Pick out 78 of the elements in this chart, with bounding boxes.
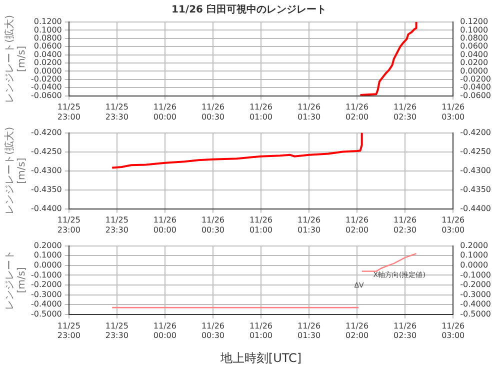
x-tick-label: 11/25 23:30 xyxy=(105,216,128,234)
y-tick-label: -0.1000 xyxy=(30,270,62,280)
y2-tick-label: -0.4350 xyxy=(460,184,492,194)
x-tick-label: 11/26 00:00 xyxy=(153,216,176,234)
y2-tick-label: 0.1000 xyxy=(460,25,488,34)
y2-tick-label: 0.0200 xyxy=(460,58,488,68)
x-tick-label: 11/26 00:00 xyxy=(153,102,176,122)
y-tick-label: 0.1000 xyxy=(34,25,62,34)
y-tick-label: 0.1000 xyxy=(34,250,62,260)
x-tick-label: 11/25 23:30 xyxy=(105,321,128,340)
y-tick-label: 0.0600 xyxy=(34,42,62,51)
y-tick-label: 0.0000 xyxy=(34,260,62,270)
x-tick-label: 11/26 03:00 xyxy=(442,102,465,122)
x-tick-label: 11/26 03:00 xyxy=(442,216,465,234)
y-tick-label: -0.5000 xyxy=(30,309,62,318)
x-axis-title: 地上時刻[UTC] xyxy=(219,350,302,365)
x-tick-label: 11/26 02:30 xyxy=(394,216,417,234)
x-tick-label: 11/26 02:30 xyxy=(394,102,417,122)
y-tick-label: -0.4250 xyxy=(30,146,62,156)
y2-tick-label: -0.0400 xyxy=(460,82,492,92)
y2-tick-label: 0.0800 xyxy=(460,33,488,42)
y-tick-label: 0.0400 xyxy=(34,50,62,59)
y-axis-title: レンジレート [m/s] xyxy=(4,250,28,310)
x-tick-label: 11/26 01:00 xyxy=(249,102,273,122)
x-tick-label: 11/26 00:30 xyxy=(201,102,224,122)
y-tick-label: -0.3000 xyxy=(30,290,62,299)
y-tick-label: 0.2000 xyxy=(34,240,62,250)
y2-tick-label: 0.0000 xyxy=(460,66,488,76)
y-tick-label: -0.4000 xyxy=(30,300,62,309)
x-tick-label: 11/25 23:00 xyxy=(57,102,80,122)
x-tick-label: 11/26 01:00 xyxy=(249,321,273,340)
x-tick-label: 11/26 02:00 xyxy=(346,321,369,340)
x-tick-label: 11/26 02:00 xyxy=(346,216,369,234)
y2-tick-label: 0.0600 xyxy=(460,42,488,51)
y2-tick-label: -0.5000 xyxy=(460,309,492,318)
y2-tick-label: -0.3000 xyxy=(460,290,492,299)
y2-tick-label: 0.2000 xyxy=(460,240,488,250)
x-tick-label: 11/25 23:30 xyxy=(105,102,128,122)
y2-tick-label: -0.1000 xyxy=(460,270,492,280)
y2-tick-label: 0.1000 xyxy=(460,250,488,260)
x-tick-label: 11/26 00:30 xyxy=(201,216,224,234)
x-tick-label: 11/26 01:30 xyxy=(298,216,321,234)
y2-tick-label: -0.2000 xyxy=(460,280,492,290)
y2-tick-label: -0.4250 xyxy=(460,146,492,156)
y-tick-label: 0.0200 xyxy=(34,58,62,68)
y2-tick-label: -0.0200 xyxy=(460,74,492,84)
y-tick-label: 0.0800 xyxy=(34,33,62,42)
x-tick-label: 11/25 23:00 xyxy=(57,216,80,234)
y-tick-label: -0.2000 xyxy=(30,280,62,290)
x-tick-label: 11/26 00:30 xyxy=(201,321,224,340)
x-tick-label: 11/26 01:00 xyxy=(249,216,273,234)
y-tick-label: 0.1200 xyxy=(34,17,62,26)
y-tick-label: -0.0200 xyxy=(30,74,62,84)
x-tick-label: 11/26 02:00 xyxy=(346,102,369,122)
y-tick-label: 0.0000 xyxy=(34,66,62,76)
x-tick-label: 11/26 01:30 xyxy=(298,321,321,340)
y2-tick-label: -0.0600 xyxy=(460,90,492,100)
y-tick-label: -0.0400 xyxy=(30,82,62,92)
y-tick-label: -0.4300 xyxy=(30,166,62,175)
x-tick-label: 11/26 00:00 xyxy=(153,321,176,340)
y-axis-title: レンジレート(拡大) [m/s] xyxy=(4,126,28,215)
y2-tick-label: 0.1200 xyxy=(460,17,488,26)
y-tick-label: -0.4400 xyxy=(30,204,62,213)
y2-tick-label: 0.0400 xyxy=(460,50,488,59)
y-tick-label: -0.0600 xyxy=(30,90,62,100)
y2-tick-label: -0.4400 xyxy=(460,204,492,213)
x-tick-label: 11/26 01:30 xyxy=(298,102,321,122)
chart-title: 11/26 臼田可視中のレンジレート xyxy=(172,4,326,16)
y2-tick-label: -0.4200 xyxy=(460,128,492,137)
y-axis-title: レンジレート(拡大) [m/s] xyxy=(4,14,28,103)
y-tick-label: -0.4200 xyxy=(30,128,62,137)
x-tick-label: 11/26 02:30 xyxy=(394,321,417,340)
x-tick-label: 11/25 23:00 xyxy=(57,321,80,340)
y-tick-label: -0.4350 xyxy=(30,184,62,194)
x-tick-label: 11/26 03:00 xyxy=(442,321,465,340)
y2-tick-label: -0.4300 xyxy=(460,166,492,175)
y2-tick-label: 0.0000 xyxy=(460,260,488,270)
y2-tick-label: -0.4000 xyxy=(460,300,492,309)
